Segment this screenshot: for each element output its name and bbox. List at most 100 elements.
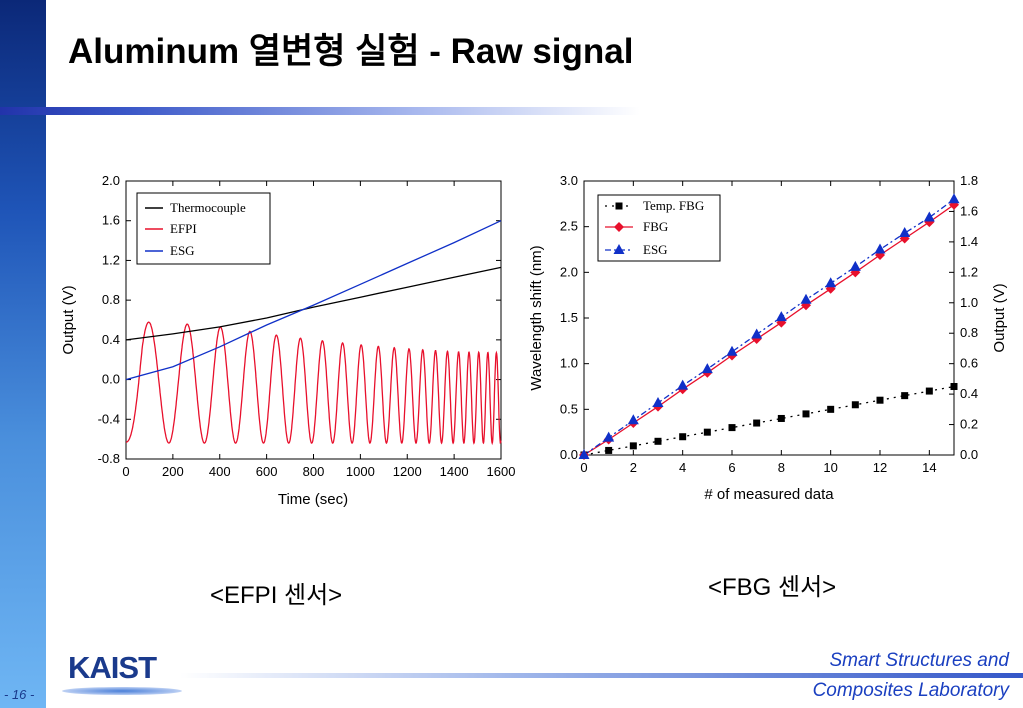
efpi-y-tick-label: 1.2: [102, 252, 120, 267]
esg-point: [874, 243, 886, 254]
legend-label-esg-fbg: ESG: [643, 242, 668, 257]
footer-rule: [180, 673, 1023, 678]
esg-point: [701, 363, 713, 374]
esg-point: [899, 227, 911, 238]
legend-label-esg: ESG: [170, 243, 195, 258]
fbg-legend-icons: [605, 202, 633, 254]
thermocouple-series-line: [125, 266, 502, 341]
fbg-x-tick-label: 6: [728, 460, 735, 475]
efpi-caption: <EFPI 센서>: [210, 582, 343, 609]
legend-label-temp-fbg: Temp. FBG: [643, 198, 704, 213]
legend-label-thermocouple: Thermocouple: [170, 200, 246, 215]
esg-point: [726, 345, 738, 356]
efpi-x-tick-label: 1400: [440, 464, 469, 479]
lab-name-line1: Smart Structures and: [829, 650, 1009, 671]
temp-fbg-point: [703, 428, 711, 436]
fbg-x-tick-label: 8: [778, 460, 785, 475]
efpi-y-tick-label: 0.4: [102, 332, 120, 347]
esg-series-line: [125, 220, 502, 381]
fbg-point: [801, 300, 811, 311]
fbg-y2-tick-label: 0.8: [960, 325, 978, 340]
efpi-x-tick-label: 1200: [393, 464, 422, 479]
efpi-y-axis-label: Output (V): [60, 285, 77, 354]
fbg-y2-tick-label: 0.4: [960, 386, 978, 401]
efpi-x-axis-label: Time (sec): [278, 491, 348, 508]
esg-point: [800, 293, 812, 304]
esg-point: [923, 211, 935, 222]
kaist-logo: KAIST: [68, 650, 157, 685]
temp-fbg-point: [901, 392, 909, 400]
efpi-y-tick-label: 1.6: [102, 213, 120, 228]
efpi-series: [125, 220, 502, 446]
left-accent-bar: [0, 0, 46, 708]
legend-label-fbg: FBG: [643, 219, 668, 234]
fbg-x-tick-label: 4: [679, 460, 686, 475]
fbg-legend: Temp. FBG FBG ESG: [597, 194, 721, 262]
fbg-caption: <FBG 센서>: [708, 574, 837, 601]
temp-fbg-point: [802, 410, 810, 418]
efpi-y-tick-label: 2.0: [102, 173, 120, 188]
esg-point: [775, 311, 787, 322]
page-number: - 16 -: [4, 687, 35, 702]
efpi-x-tick-label: 600: [256, 464, 278, 479]
temp-fbg-point: [950, 383, 958, 390]
esg-point: [677, 379, 689, 390]
fbg-x-tick-label: 0: [580, 460, 587, 475]
legend-marker-fbg: [614, 222, 624, 232]
fbg-x-tick-label: 2: [630, 460, 637, 475]
fbg-y-tick-label: 1.0: [560, 356, 578, 371]
fbg-x-tick-label: 14: [922, 460, 936, 475]
temp-fbg-point: [679, 433, 687, 441]
title-underline: [0, 107, 640, 115]
efpi-x-tick-label: 0: [122, 464, 129, 479]
fbg-series: [578, 193, 960, 460]
esg-point: [751, 328, 763, 339]
efpi-ticks: 0 200 400 600 800 1000 1200 1400 1600 -0.8 -0.4 0.0…: [98, 173, 516, 479]
efpi-x-tick-label: 1600: [487, 464, 516, 479]
efpi-y-tick-label: 0.0: [102, 372, 120, 387]
esg-point: [603, 431, 615, 442]
temp-fbg-point: [925, 387, 933, 395]
fbg-series-line: [583, 204, 955, 456]
fbg-y-tick-label: 0.0: [560, 447, 578, 462]
fbg-y2-tick-label: 0.0: [960, 447, 978, 462]
fbg-x-tick-label: 12: [873, 460, 887, 475]
temp-fbg-point: [728, 424, 736, 432]
fbg-x-tick-label: 10: [823, 460, 837, 475]
efpi-x-tick-label: 1000: [346, 464, 375, 479]
legend-marker-temp-fbg: [615, 202, 623, 210]
fbg-y-tick-label: 2.5: [560, 219, 578, 234]
esg-point: [578, 449, 590, 459]
temp-fbg-point: [753, 419, 761, 427]
esg-point: [627, 414, 639, 425]
efpi-y-tick-label: 0.8: [102, 292, 120, 307]
fbg-y2-tick-label: 1.4: [960, 234, 978, 249]
fbg-y2-tick-label: 1.8: [960, 173, 978, 188]
temp-fbg-point: [654, 437, 662, 445]
esg-point: [948, 193, 960, 204]
efpi-y-tick-label: -0.8: [98, 451, 120, 466]
efpi-y-tick-label: -0.4: [98, 411, 120, 426]
efpi-x-tick-label: 800: [303, 464, 325, 479]
efpi-chart: 0 200 400 600 800 1000 1200 1400 1600 -0.8 -0.4 0.0…: [60, 173, 516, 508]
efpi-legend: Thermocouple EFPI ESG: [136, 192, 271, 265]
fbg-y-tick-label: 0.5: [560, 401, 578, 416]
temp-fbg-point: [777, 414, 785, 422]
fbg-x-axis-label: # of measured data: [704, 486, 834, 503]
fbg-y2-tick-label: 0.6: [960, 356, 978, 371]
fbg-y2-tick-label: 1.6: [960, 203, 978, 218]
fbg-y2-tick-label: 1.2: [960, 264, 978, 279]
temp-fbg-point: [629, 442, 637, 450]
esg-point: [825, 277, 837, 288]
fbg-ticks: 0 2 4 6 8 10 12 14 0.0 0.5 1.0 1.5 2.0 2.5 3.0 0.0 0.2 0.…: [560, 173, 978, 475]
efpi-x-tick-label: 200: [162, 464, 184, 479]
legend-marker-esg: [613, 244, 625, 254]
temp-fbg-point: [605, 446, 613, 454]
temp-fbg-point: [827, 405, 835, 413]
fbg-y2-tick-label: 0.2: [960, 417, 978, 432]
temp-fbg-point: [851, 401, 859, 409]
esg-point: [652, 396, 664, 407]
esg-series-line: [583, 198, 955, 456]
lab-name-line2: Composites Laboratory: [812, 680, 1009, 701]
fbg-y-tick-label: 2.0: [560, 264, 578, 279]
